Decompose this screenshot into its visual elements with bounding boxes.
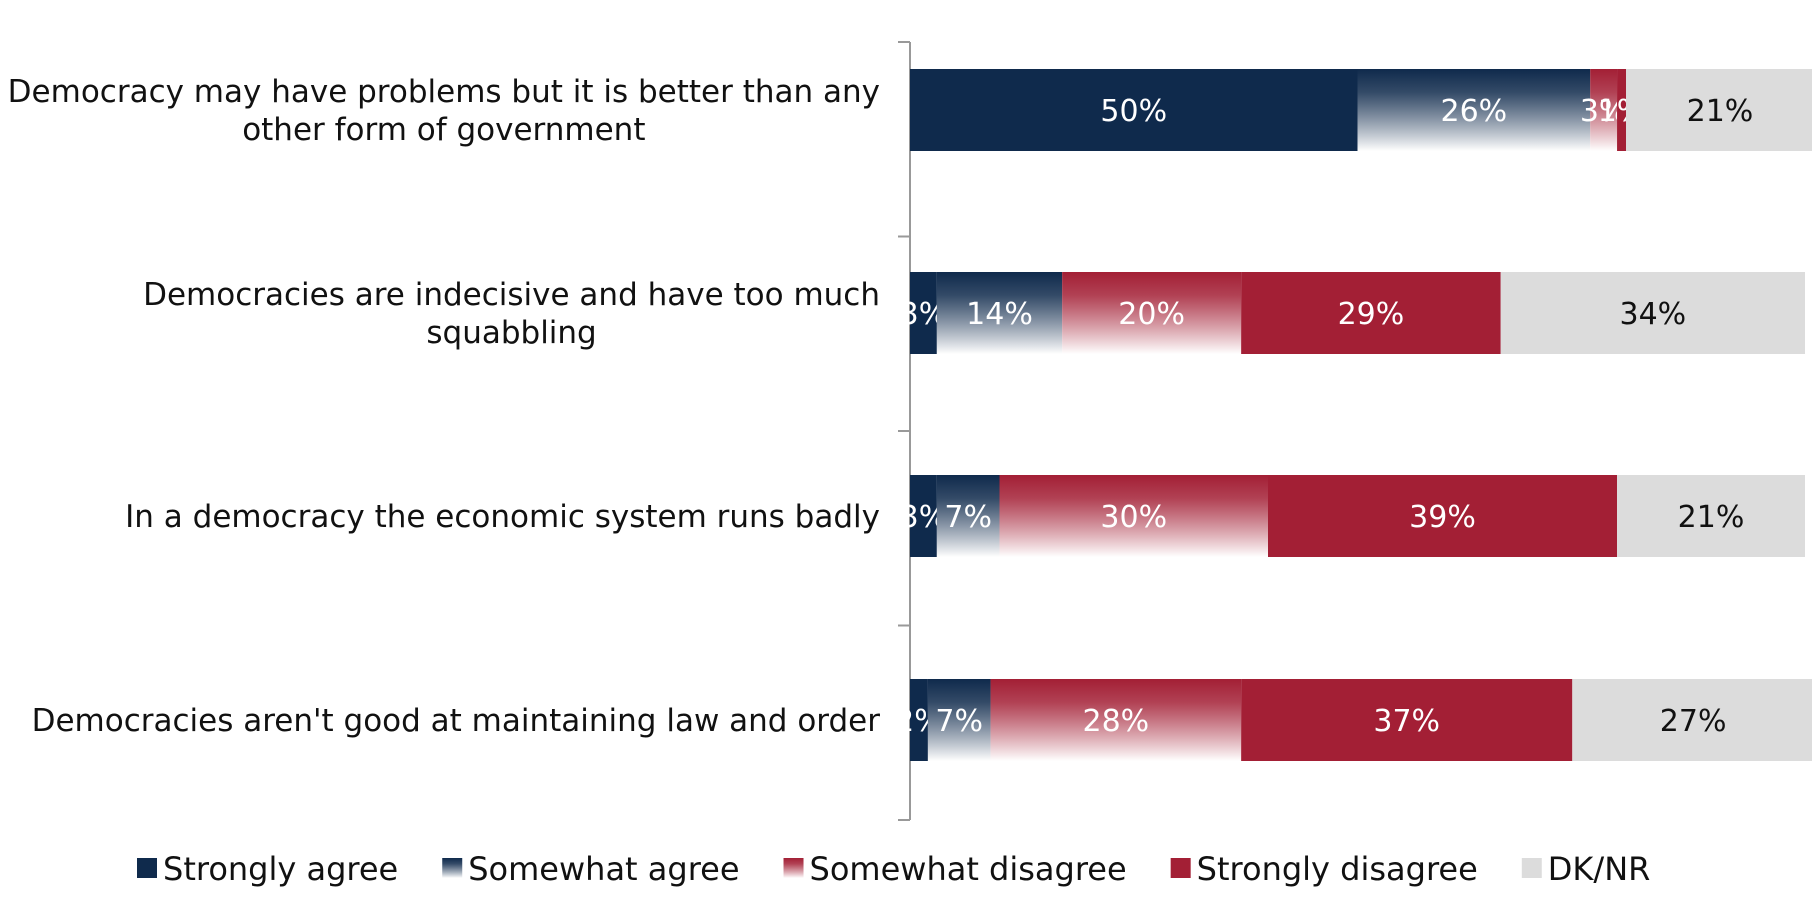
bar-strongly-disagree-3 [1268, 475, 1618, 557]
data-label-somewhat-disagree-4: 28% [1083, 704, 1150, 739]
data-label-dk-nr-4: 27% [1660, 704, 1727, 739]
data-label-somewhat-agree-1: 26% [1441, 94, 1508, 129]
bar-somewhat-agree-3 [936, 475, 1000, 557]
category-label-1: Democracy may have problems but it is be… [8, 74, 880, 110]
data-label-dk-nr-2: 34% [1620, 297, 1687, 332]
category-label-2: Democracies are indecisive and have too … [143, 277, 880, 313]
legend-label-strongly-agree: Strongly agree [163, 850, 398, 888]
bars: 50% 26% 3%1% 21%3% 14% 20% 29% 34%3%7% 30% 39% 21%… [895, 69, 1812, 761]
bar-strongly-agree-1 [910, 69, 1358, 151]
legend-swatch-dk-nr [1521, 858, 1542, 878]
legend-swatch-strongly-disagree [1170, 858, 1191, 878]
data-label-strongly-disagree-4: 37% [1373, 704, 1440, 739]
bar-somewhat-disagree-4 [990, 679, 1242, 761]
data-label-strongly-disagree-2: 29% [1338, 297, 1405, 332]
bar-somewhat-agree-2 [936, 272, 1063, 354]
bar-somewhat-disagree-2 [1062, 272, 1242, 354]
data-label-dk-nr-1: 21% [1687, 94, 1754, 129]
legend-label-strongly-disagree: Strongly disagree [1197, 850, 1478, 888]
bar-strongly-agree-3 [910, 475, 937, 557]
legend-swatch-strongly-agree [137, 858, 157, 878]
legend: Strongly agree Somewhat agree Somewhat dis… [137, 850, 1650, 888]
bar-somewhat-disagree-1 [1590, 69, 1618, 151]
bar-dk-nr-1 [1626, 69, 1812, 151]
data-label-dk-nr-3: 21% [1678, 500, 1745, 535]
category-label-3: In a democracy the economic system runs … [125, 499, 880, 535]
bar-strongly-agree-4 [910, 679, 928, 761]
data-label-somewhat-disagree-2: 20% [1118, 297, 1185, 332]
category-label-4: Democracies aren't good at maintaining l… [32, 703, 881, 739]
bar-strongly-disagree-4 [1241, 679, 1573, 761]
legend-swatch-somewhat-agree [442, 858, 463, 878]
bar-dk-nr-2 [1500, 272, 1805, 354]
legend-label-dk-nr: DK/NR [1548, 850, 1651, 888]
data-label-somewhat-agree-3: 7% [944, 500, 992, 535]
bar-strongly-agree-2 [910, 272, 937, 354]
bar-somewhat-agree-4 [927, 679, 991, 761]
legend-label-somewhat-disagree: Somewhat disagree [810, 850, 1127, 888]
bar-strongly-disagree-2 [1241, 272, 1501, 354]
category-labels: Democracy may have problems but it is be… [8, 74, 881, 739]
bar-dk-nr-3 [1617, 475, 1805, 557]
bar-strongly-disagree-1 [1617, 69, 1626, 151]
data-label-somewhat-agree-4: 7% [935, 704, 983, 739]
bar-dk-nr-4 [1572, 679, 1812, 761]
legend-swatch-somewhat-disagree [783, 858, 804, 878]
category-label-2: squabbling [426, 315, 596, 351]
data-label-somewhat-disagree-3: 30% [1100, 500, 1167, 535]
data-label-somewhat-agree-2: 14% [966, 297, 1033, 332]
category-label-1: other form of government [242, 112, 645, 148]
bar-somewhat-disagree-3 [999, 475, 1268, 557]
data-label-strongly-disagree-3: 39% [1409, 500, 1476, 535]
bar-somewhat-agree-1 [1357, 69, 1591, 151]
data-label-strongly-agree-1: 50% [1100, 94, 1167, 129]
legend-label-somewhat-agree: Somewhat agree [468, 850, 739, 888]
